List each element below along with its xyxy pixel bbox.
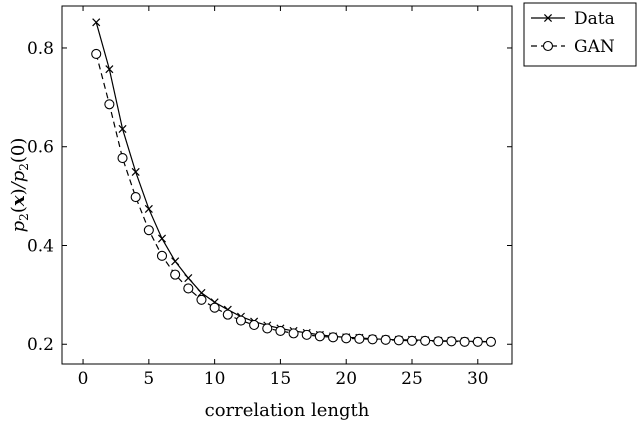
data-point-data-stroke — [144, 204, 153, 213]
y-tick-label: 0.4 — [27, 236, 54, 256]
x-axis-label: correlation length — [205, 400, 370, 421]
data-point-gan — [143, 225, 154, 236]
y-axis-label: p2(x)/p2(0) — [8, 138, 31, 233]
data-point-data — [131, 167, 140, 176]
legend: Data GAN — [523, 2, 637, 67]
legend-marker-data-stroke — [543, 13, 553, 23]
y-tick-label: 0.2 — [27, 335, 54, 355]
data-point-data — [92, 18, 101, 27]
data-point-gan — [262, 323, 273, 334]
x-tick-label: 0 — [78, 369, 89, 389]
data-point-gan — [420, 335, 431, 346]
data-point-data — [197, 288, 206, 297]
data-point-data-stroke — [184, 274, 193, 283]
y-label-end: (0) — [8, 138, 29, 164]
data-point-data — [171, 257, 180, 266]
data-point-data-stroke — [92, 18, 101, 27]
data-point-gan — [341, 333, 352, 344]
x-ticks: 0 5 10 15 20 25 30 — [78, 6, 489, 389]
data-point-gan — [380, 334, 391, 345]
x-tick-label: 10 — [204, 369, 226, 389]
data-point-gan — [393, 335, 404, 346]
y-tick-label: 0.6 — [27, 138, 54, 158]
data-point-gan — [485, 336, 496, 347]
series-line-data — [95, 22, 491, 343]
x-tick-label: 15 — [270, 369, 292, 389]
legend-label-gan: GAN — [574, 37, 615, 57]
y-label-sub: 2 — [17, 213, 31, 221]
data-point-data-stroke — [118, 124, 127, 133]
data-point-gan — [235, 315, 246, 326]
data-point-gan — [196, 294, 207, 305]
data-point-gan — [301, 329, 312, 340]
x-tick-label: 5 — [143, 369, 154, 389]
data-point-gan — [288, 328, 299, 339]
legend-entries: Data GAN — [531, 9, 615, 57]
legend-marker-data — [543, 13, 553, 23]
data-point-gan — [183, 283, 194, 294]
data-point-gan — [130, 192, 141, 203]
series-gan — [91, 48, 496, 347]
x-tick-label: 25 — [401, 369, 423, 389]
y-ticks: 0.2 0.4 0.6 0.8 — [27, 39, 512, 355]
legend-box — [523, 2, 637, 67]
y-label-p: p — [8, 220, 29, 232]
data-point-gan — [406, 335, 418, 346]
data-point-gan — [156, 250, 168, 261]
data-point-gan — [446, 336, 457, 347]
data-point-gan — [433, 336, 444, 347]
data-point-gan — [249, 319, 260, 331]
data-point-data — [184, 274, 193, 283]
plot-frame — [61, 5, 513, 365]
data-point-data — [144, 204, 153, 213]
series-layer — [91, 18, 496, 347]
data-point-gan — [117, 153, 128, 164]
data-point-data-stroke — [171, 257, 180, 266]
data-point-gan — [459, 336, 470, 347]
data-point-data-stroke — [157, 234, 167, 243]
data-point-data — [118, 124, 127, 133]
legend-marker-gan — [542, 40, 554, 52]
data-point-data-stroke — [197, 288, 206, 297]
y-label-mid: /p — [8, 170, 29, 190]
x-tick-label: 30 — [467, 369, 489, 389]
series-data — [92, 18, 495, 346]
data-point-gan — [275, 325, 286, 336]
data-point-gan — [170, 269, 181, 280]
data-point-data-stroke — [131, 167, 140, 176]
data-point-data — [157, 234, 167, 243]
x-tick-label: 20 — [335, 369, 357, 389]
y-label-sub2: 2 — [17, 163, 31, 171]
data-point-gan — [354, 333, 365, 344]
data-point-gan — [367, 334, 378, 345]
y-label-x: x — [8, 195, 29, 207]
data-point-gan — [91, 48, 102, 59]
data-point-data — [105, 65, 114, 74]
legend-label-data: Data — [574, 9, 615, 29]
data-point-gan — [472, 336, 483, 347]
data-point-gan — [209, 302, 220, 313]
data-point-gan — [314, 331, 325, 342]
data-point-data-stroke — [105, 65, 114, 74]
y-tick-label: 0.8 — [27, 39, 54, 59]
data-point-gan — [222, 309, 233, 320]
series-line-gan — [95, 53, 491, 343]
data-point-gan — [328, 332, 339, 343]
data-point-gan — [104, 99, 115, 110]
